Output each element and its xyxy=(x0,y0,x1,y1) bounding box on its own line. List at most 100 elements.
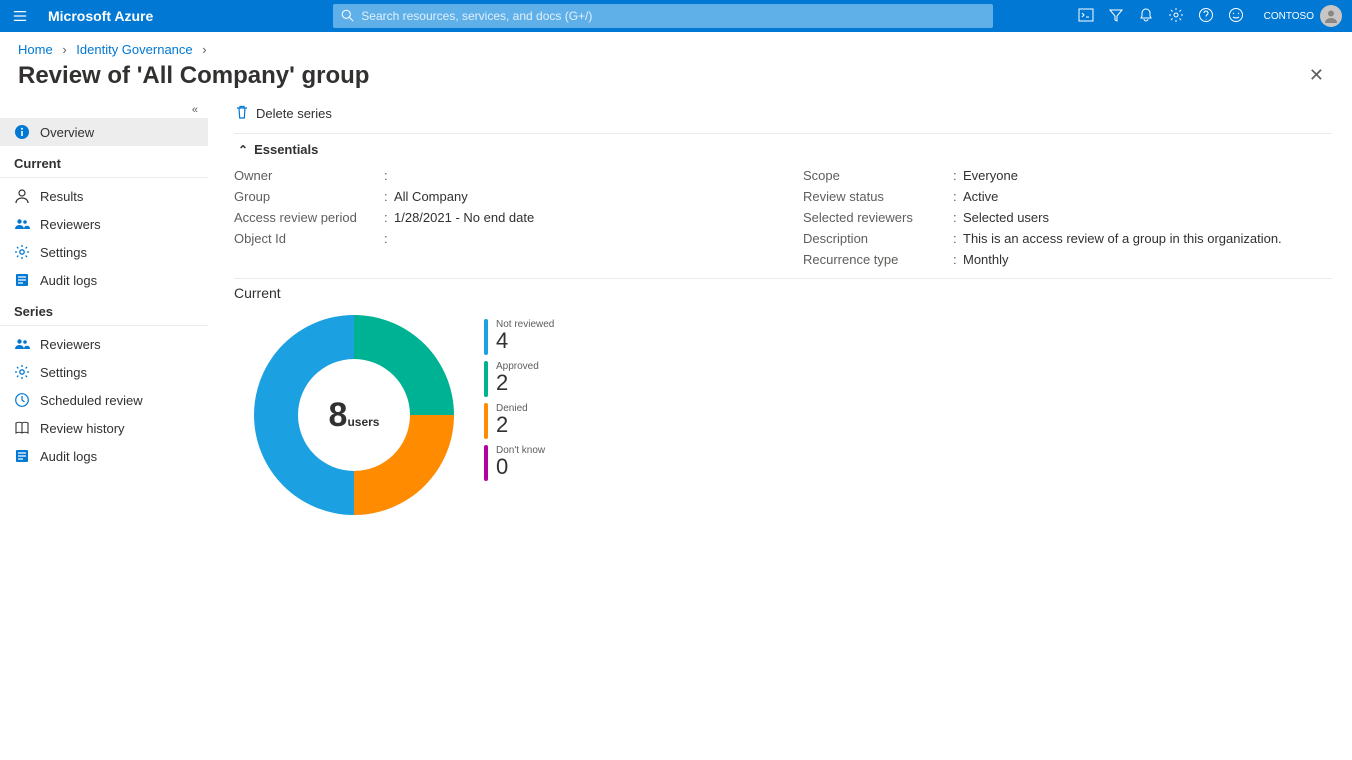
legend-value: 4 xyxy=(496,330,554,352)
sidebar-item-series-reviewers[interactable]: Reviewers xyxy=(0,330,208,358)
breadcrumb-governance[interactable]: Identity Governance xyxy=(76,42,192,57)
breadcrumb-home[interactable]: Home xyxy=(18,42,53,57)
sidebar-item-series-audit-logs[interactable]: Audit logs xyxy=(0,442,208,470)
sidebar-item-label: Reviewers xyxy=(40,217,101,232)
essentials-toggle[interactable]: ⌃ Essentials xyxy=(234,142,1332,157)
sidebar-item-series-settings[interactable]: Settings xyxy=(0,358,208,386)
gear-icon xyxy=(14,244,30,260)
donut-total: 8 xyxy=(329,396,348,435)
directory-filter-icon[interactable] xyxy=(1108,7,1124,26)
chevron-right-icon: › xyxy=(202,42,206,57)
main-layout: « Overview Current Results Reviewers Set xyxy=(0,104,1352,515)
sidebar: « Overview Current Results Reviewers Set xyxy=(0,104,216,515)
cloud-shell-icon[interactable] xyxy=(1078,7,1094,26)
sidebar-item-label: Audit logs xyxy=(40,449,97,464)
page-title: Review of 'All Company' group xyxy=(18,62,369,90)
sidebar-item-label: Scheduled review xyxy=(40,393,143,408)
legend-item: Denied 2 xyxy=(484,403,554,439)
account-menu[interactable]: CONTOSO xyxy=(1264,5,1342,27)
chart-legend: Not reviewed 4 Approved 2 Denied 2 Don't… xyxy=(484,315,554,481)
divider xyxy=(234,133,1332,134)
person-icon xyxy=(14,188,30,204)
sidebar-item-results[interactable]: Results xyxy=(0,182,208,210)
sidebar-item-settings[interactable]: Settings xyxy=(0,238,208,266)
sidebar-item-label: Overview xyxy=(40,125,94,140)
sidebar-item-scheduled-review[interactable]: Scheduled review xyxy=(0,386,208,414)
sidebar-item-audit-logs[interactable]: Audit logs xyxy=(0,266,208,294)
group-key: Group xyxy=(234,189,384,204)
chart-row: 8 users Not reviewed 4 Approved 2 Denied… xyxy=(234,305,1332,515)
command-bar: Delete series xyxy=(234,104,1332,133)
breadcrumb: Home › Identity Governance › xyxy=(0,32,1352,61)
legend-color-bar xyxy=(484,319,488,355)
notifications-icon[interactable] xyxy=(1138,7,1154,26)
legend-value: 2 xyxy=(496,372,539,394)
sidebar-item-label: Reviewers xyxy=(40,337,101,352)
objectid-key: Object Id xyxy=(234,231,384,246)
feedback-icon[interactable] xyxy=(1228,7,1244,26)
desc-value: This is an access review of a group in t… xyxy=(963,231,1282,246)
donut-chart: 8 users xyxy=(254,315,454,515)
settings-gear-icon[interactable] xyxy=(1168,7,1184,26)
legend-color-bar xyxy=(484,445,488,481)
scope-key: Scope xyxy=(803,168,953,183)
group-value: All Company xyxy=(394,189,468,204)
essentials-left: Owner: Group:All Company Access review p… xyxy=(234,165,763,270)
essentials-panel: Owner: Group:All Company Access review p… xyxy=(234,157,1332,278)
book-icon xyxy=(14,420,30,436)
selrev-value: Selected users xyxy=(963,210,1049,225)
sidebar-item-label: Settings xyxy=(40,365,87,380)
current-section-title: Current xyxy=(234,278,1332,305)
legend-value: 2 xyxy=(496,414,528,436)
chevron-up-icon: ⌃ xyxy=(238,143,248,157)
search-container xyxy=(333,4,993,28)
status-key: Review status xyxy=(803,189,953,204)
legend-value: 0 xyxy=(496,456,545,478)
essentials-title: Essentials xyxy=(254,142,318,157)
list-icon xyxy=(14,272,30,288)
sidebar-item-label: Audit logs xyxy=(40,273,97,288)
page-header: Review of 'All Company' group ✕ xyxy=(0,61,1352,104)
selrev-key: Selected reviewers xyxy=(803,210,953,225)
info-icon xyxy=(14,124,30,140)
recurrence-key: Recurrence type xyxy=(803,252,953,267)
sidebar-item-label: Results xyxy=(40,189,83,204)
sidebar-item-review-history[interactable]: Review history xyxy=(0,414,208,442)
legend-color-bar xyxy=(484,403,488,439)
sidebar-item-reviewers[interactable]: Reviewers xyxy=(0,210,208,238)
legend-item: Don't know 0 xyxy=(484,445,554,481)
sidebar-section-series: Series xyxy=(0,294,208,326)
delete-series-label: Delete series xyxy=(256,106,332,121)
collapse-sidebar-button[interactable]: « xyxy=(0,104,208,118)
clock-icon xyxy=(14,392,30,408)
help-icon[interactable] xyxy=(1198,7,1214,26)
sidebar-section-current: Current xyxy=(0,146,208,178)
delete-series-button[interactable]: Delete series xyxy=(234,104,332,123)
scope-value: Everyone xyxy=(963,168,1018,183)
sidebar-item-label: Settings xyxy=(40,245,87,260)
close-button[interactable]: ✕ xyxy=(1299,61,1334,90)
sidebar-item-overview[interactable]: Overview xyxy=(0,118,208,146)
period-value: 1/28/2021 - No end date xyxy=(394,210,534,225)
list-icon xyxy=(14,448,30,464)
content: Delete series ⌃ Essentials Owner: Group:… xyxy=(216,104,1352,515)
recurrence-value: Monthly xyxy=(963,252,1009,267)
people-icon xyxy=(14,216,30,232)
hamburger-menu[interactable] xyxy=(0,0,40,32)
donut-center: 8 users xyxy=(254,315,454,515)
search-input[interactable] xyxy=(333,4,993,28)
legend-color-bar xyxy=(484,361,488,397)
top-icons: CONTOSO xyxy=(1078,5,1352,27)
chevron-right-icon: › xyxy=(62,42,66,57)
trash-icon xyxy=(234,104,250,123)
essentials-right: Scope:Everyone Review status:Active Sele… xyxy=(803,165,1332,270)
account-tenant: CONTOSO xyxy=(1264,11,1314,22)
legend-item: Approved 2 xyxy=(484,361,554,397)
avatar-icon xyxy=(1320,5,1342,27)
sidebar-item-label: Review history xyxy=(40,421,125,436)
desc-key: Description xyxy=(803,231,953,246)
period-key: Access review period xyxy=(234,210,384,225)
people-icon xyxy=(14,336,30,352)
brand[interactable]: Microsoft Azure xyxy=(48,8,153,24)
gear-icon xyxy=(14,364,30,380)
